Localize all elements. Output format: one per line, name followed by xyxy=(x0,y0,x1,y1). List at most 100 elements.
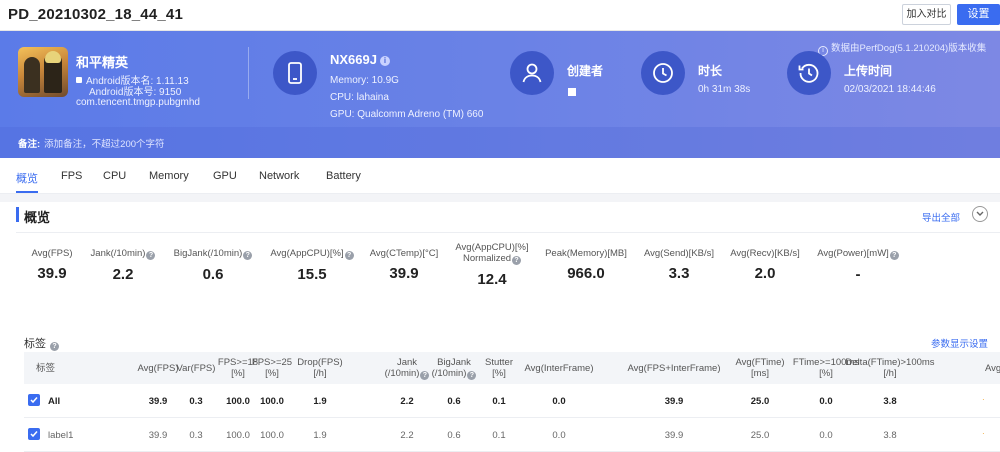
metric-value: 966.0 xyxy=(567,265,605,282)
column-header[interactable]: FPS>=18 [%] xyxy=(183,357,293,379)
tab-fps[interactable]: FPS xyxy=(61,170,83,182)
metric-0: Avg(FPS) 39.9 xyxy=(0,248,112,282)
column-header[interactable]: Avg(A xyxy=(985,363,1000,374)
help-icon[interactable]: ? xyxy=(467,371,477,380)
table-row-all[interactable]: All 39.9 0.3 100.0 100.0 1.9 2.2 0.6 0.1 0.0 39.9 2… xyxy=(24,384,1000,418)
active-tab-indicator xyxy=(16,191,38,193)
settings-button[interactable]: 设置 xyxy=(957,4,1000,25)
column-settings-link[interactable]: 参数显示设置 xyxy=(931,339,989,350)
column-header-text: Avg(FPS) xyxy=(137,363,179,374)
metric-label-text: Peak(Memory)[MB] xyxy=(545,248,627,259)
metric-label: Avg(Send)[KB/s] xyxy=(619,248,739,259)
creator-label: 创建者 xyxy=(567,64,604,78)
row-checkbox[interactable] xyxy=(28,428,40,440)
column-header[interactable]: Avg(InterFrame) xyxy=(504,363,614,374)
column-header[interactable]: FPS>=25 [%] xyxy=(217,357,327,379)
column-header[interactable]: Stutter [%] xyxy=(444,357,554,379)
metric-5: Avg(AppCPU)[%] Normalized? 12.4 xyxy=(432,242,552,288)
help-icon[interactable]: ? xyxy=(512,256,522,265)
column-header[interactable]: Avg(FPS+InterFrame) xyxy=(619,363,729,374)
column-header[interactable]: Var(FPS) xyxy=(141,363,251,374)
help-icon[interactable]: ? xyxy=(146,251,156,260)
device-model: NX669J i xyxy=(330,52,390,67)
device-info-icon[interactable]: i xyxy=(379,56,390,66)
table-cell: 39.9 xyxy=(664,396,684,407)
column-header-unit: (/10min) xyxy=(384,368,420,379)
column-header[interactable]: Avg(FTime) [ms] xyxy=(705,357,815,379)
column-header-text: 标签 xyxy=(36,363,56,374)
source-note-text: 数据由PerfDog(5.1.210204)版本收集 xyxy=(831,43,987,54)
help-icon[interactable]: ? xyxy=(243,251,253,260)
duration-value: 0h 31m 38s xyxy=(698,84,751,95)
app-package: com.tencent.tmgp.pubgmhd xyxy=(76,97,200,108)
section-gap xyxy=(0,194,1000,202)
column-header-unit: (/10min) xyxy=(431,368,467,379)
row-label: All xyxy=(48,396,61,407)
app-version-name: Android版本名: 1.11.13 xyxy=(76,72,189,87)
tab-cpu[interactable]: CPU xyxy=(103,170,127,182)
help-icon[interactable]: ? xyxy=(889,251,899,260)
column-header-unit: [%] xyxy=(265,368,279,379)
table-cell: 0.3 xyxy=(189,430,203,441)
tags-title: 标签 ? xyxy=(24,335,60,351)
check-icon xyxy=(30,397,38,404)
section-accent-bar xyxy=(16,207,19,222)
metric-7: Avg(Send)[KB/s] 3.3 xyxy=(619,248,739,282)
help-icon[interactable]: ? xyxy=(344,251,354,260)
table-cell: 39.9 xyxy=(148,430,168,441)
metric-label-line2: Normalized xyxy=(462,253,512,264)
export-all-link[interactable]: 导出全部 xyxy=(922,213,961,224)
tab-battery[interactable]: Battery xyxy=(326,170,361,182)
metric-label-text: Avg(FPS) xyxy=(31,248,73,259)
table-cell: 3.8 xyxy=(883,430,897,441)
history-icon xyxy=(787,51,831,95)
tab-network[interactable]: Network xyxy=(259,170,300,182)
help-icon[interactable]: ? xyxy=(50,342,60,351)
column-header-text: BigJank xyxy=(437,357,471,368)
column-header-unit: [%] xyxy=(492,368,506,379)
column-header[interactable]: 标签 xyxy=(36,363,76,374)
metric-value: 2.0 xyxy=(754,265,776,282)
device-memory: Memory: 10.9G xyxy=(330,75,399,86)
remark-input[interactable]: 添加备注，不超过200个字符 xyxy=(44,139,165,150)
metric-label: Jank(/10min)? xyxy=(63,248,183,260)
collapse-button[interactable] xyxy=(972,206,988,222)
creator-avatar xyxy=(568,88,576,96)
metric-label: Avg(Power)[mW]? xyxy=(798,248,918,260)
table-cell: 39.9 xyxy=(664,430,684,441)
row-checkbox[interactable] xyxy=(28,394,40,406)
help-icon[interactable]: ? xyxy=(420,371,430,380)
column-header[interactable]: Drop(FPS) [/h] xyxy=(265,357,375,379)
table-cell: 2.2 xyxy=(400,430,414,441)
tab-gpu[interactable]: GPU xyxy=(213,170,237,182)
table-cell: 3.8 xyxy=(883,396,897,407)
metric-value: 0.6 xyxy=(202,266,224,283)
column-header[interactable]: Jank (/10min)? xyxy=(352,357,462,380)
column-header[interactable]: Delta(FTime)>100ms [/h] xyxy=(835,357,945,379)
column-header-text: Avg(FPS+InterFrame) xyxy=(627,363,721,374)
duration-label: 时长 xyxy=(698,64,723,78)
metric-value: 39.9 xyxy=(389,265,419,282)
page-title: PD_20210302_18_44_41 xyxy=(8,6,183,23)
table-cell: 0.1 xyxy=(492,396,506,407)
tab-overview[interactable]: 概览 xyxy=(16,173,38,185)
table-cell: 100.0 xyxy=(260,396,284,407)
column-header-unit: [ms] xyxy=(751,368,769,379)
tab-memory[interactable]: Memory xyxy=(149,170,189,182)
column-header[interactable]: BigJank (/10min)? xyxy=(399,357,509,380)
table-cell: 0.3 xyxy=(189,396,203,407)
metric-label: Avg(AppCPU)[%]? xyxy=(252,248,372,260)
table-cell: 0.0 xyxy=(819,430,833,441)
metric-value: - xyxy=(855,266,861,283)
top-bar: PD_20210302_18_44_41 加入对比 设置 xyxy=(0,0,1000,31)
column-header[interactable]: FTime>=100ms [%] xyxy=(771,357,881,379)
column-header[interactable]: Avg(FPS) xyxy=(103,363,213,374)
table-row-label1[interactable]: label1 39.9 0.3 100.0 100.0 1.9 2.2 0.6 0.1 0.0 39… xyxy=(24,418,1000,452)
metric-label: Avg(FPS) xyxy=(0,248,112,259)
metric-4: Avg(CTemp)[°C] 39.9 xyxy=(344,248,464,282)
phone-icon xyxy=(273,51,317,95)
remark-band xyxy=(0,127,1000,158)
remark-label: 备注: xyxy=(18,139,41,150)
add-to-compare-button[interactable]: 加入对比 xyxy=(902,4,951,25)
device-gpu: GPU: Qualcomm Adreno (TM) 660 xyxy=(330,109,484,120)
